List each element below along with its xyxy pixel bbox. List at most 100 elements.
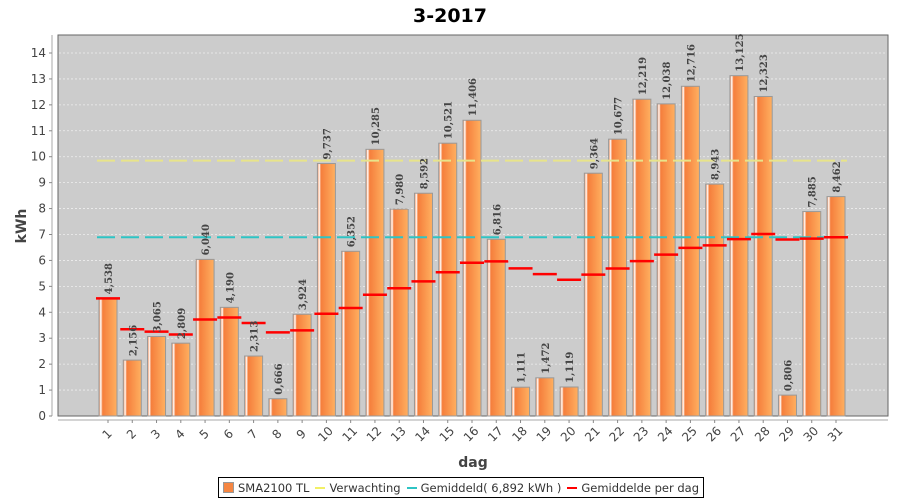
bar (559, 386, 579, 417)
legend-label: Gemiddelde per dag (581, 480, 700, 495)
data-label: 0,806 (783, 360, 794, 391)
x-tick-label: 22 (606, 424, 627, 445)
legend-swatch-bar (223, 482, 234, 493)
x-tick-label: 5 (197, 427, 212, 442)
data-label: 1,111 (517, 352, 528, 383)
x-tick-label: 29 (776, 424, 797, 445)
data-label: 12,716 (686, 44, 697, 82)
data-label: 8,592 (419, 158, 430, 189)
data-label: 4,190 (225, 272, 236, 303)
bar (98, 297, 118, 417)
x-tick-label: 24 (655, 424, 676, 445)
x-tick-label: 11 (339, 424, 360, 445)
legend-swatch-line (406, 486, 417, 489)
data-label: 6,352 (347, 216, 358, 247)
legend-label: Verwachting (329, 480, 401, 495)
data-label: 12,038 (662, 62, 673, 100)
data-label: 4,538 (104, 263, 115, 294)
x-tick-label: 12 (364, 424, 385, 445)
bar (777, 394, 797, 417)
y-tick-label: 13 (31, 72, 46, 86)
data-label: 1,472 (541, 342, 552, 373)
legend-item-gemiddeld: Gemiddeld( 6,892 kWh ) (406, 481, 561, 495)
bar (147, 336, 167, 417)
legend-item-sma2100: SMA2100 TL (223, 481, 309, 495)
x-tick-label: 16 (461, 424, 482, 445)
x-tick-label: 1 (100, 427, 115, 442)
y-tick-label: 0 (38, 409, 46, 423)
legend: SMA2100 TL Verwachting Gemiddeld( 6,892 … (218, 477, 705, 498)
x-tick-label: 9 (294, 427, 309, 442)
x-tick-label: 8 (269, 427, 284, 442)
bar (365, 148, 385, 417)
bar (729, 75, 749, 417)
chart-title: 3-2017 (413, 5, 487, 27)
data-label: 12,219 (638, 57, 649, 95)
y-tick-label: 11 (31, 124, 46, 138)
y-tick-label: 7 (38, 228, 46, 242)
data-label: 3,065 (153, 301, 164, 332)
bar (438, 142, 458, 417)
y-tick-label: 4 (38, 305, 46, 319)
x-tick-label: 4 (172, 427, 187, 442)
bar (753, 95, 773, 417)
data-label: 3,924 (298, 279, 309, 310)
bar (608, 138, 628, 417)
bar (535, 377, 555, 417)
legend-swatch-line (315, 486, 326, 489)
x-tick-label: 19 (534, 424, 555, 445)
bar (826, 196, 846, 417)
x-tick-label: 15 (437, 424, 458, 445)
data-label: 8,943 (711, 149, 722, 180)
data-label: 2,809 (177, 308, 188, 339)
bar (341, 250, 361, 417)
x-tick-label: 14 (412, 424, 433, 445)
x-axis-label: dag (458, 455, 488, 471)
y-tick-label: 10 (31, 150, 46, 164)
bar (705, 183, 725, 417)
data-label: 6,816 (492, 204, 503, 235)
y-tick-label: 6 (38, 253, 46, 267)
data-label: 1,119 (565, 352, 576, 383)
data-label: 12,323 (759, 54, 770, 92)
y-tick-label: 8 (38, 202, 46, 216)
x-tick-label: 26 (703, 424, 724, 445)
x-tick-label: 30 (801, 424, 822, 445)
x-tick-label: 3 (148, 427, 163, 442)
y-tick-label: 5 (38, 279, 46, 293)
bar (656, 103, 676, 417)
x-tick-label: 13 (388, 424, 409, 445)
data-label: 11,406 (468, 78, 479, 116)
bar (292, 313, 312, 417)
y-tick-label: 1 (38, 383, 46, 397)
legend-item-verwachting: Verwachting (315, 480, 401, 495)
data-label: 13,125 (735, 33, 746, 71)
data-label: 10,677 (614, 97, 625, 135)
bar (244, 355, 264, 417)
data-label: 8,462 (832, 161, 843, 192)
x-tick-label: 18 (509, 424, 530, 445)
y-tick-label: 14 (31, 46, 46, 60)
data-label: 9,737 (322, 128, 333, 159)
data-label: 9,364 (589, 138, 600, 169)
bar (268, 398, 288, 417)
bar (583, 172, 603, 417)
bar (680, 85, 700, 417)
bar (511, 386, 531, 417)
x-tick-label: 27 (728, 424, 749, 445)
data-label: 6,040 (201, 224, 212, 255)
bar (632, 98, 652, 417)
y-axis-label: kWh (14, 209, 30, 244)
x-tick-label: 6 (221, 427, 236, 442)
x-tick-label: 20 (558, 424, 579, 445)
bar (171, 342, 191, 417)
x-tick-label: 28 (752, 424, 773, 445)
x-tick-label: 25 (679, 424, 700, 445)
data-label: 10,521 (444, 101, 455, 139)
bar (413, 192, 433, 417)
bar (462, 119, 482, 417)
data-label: 2,156 (128, 325, 139, 356)
bar (486, 238, 506, 417)
bar (195, 258, 215, 417)
